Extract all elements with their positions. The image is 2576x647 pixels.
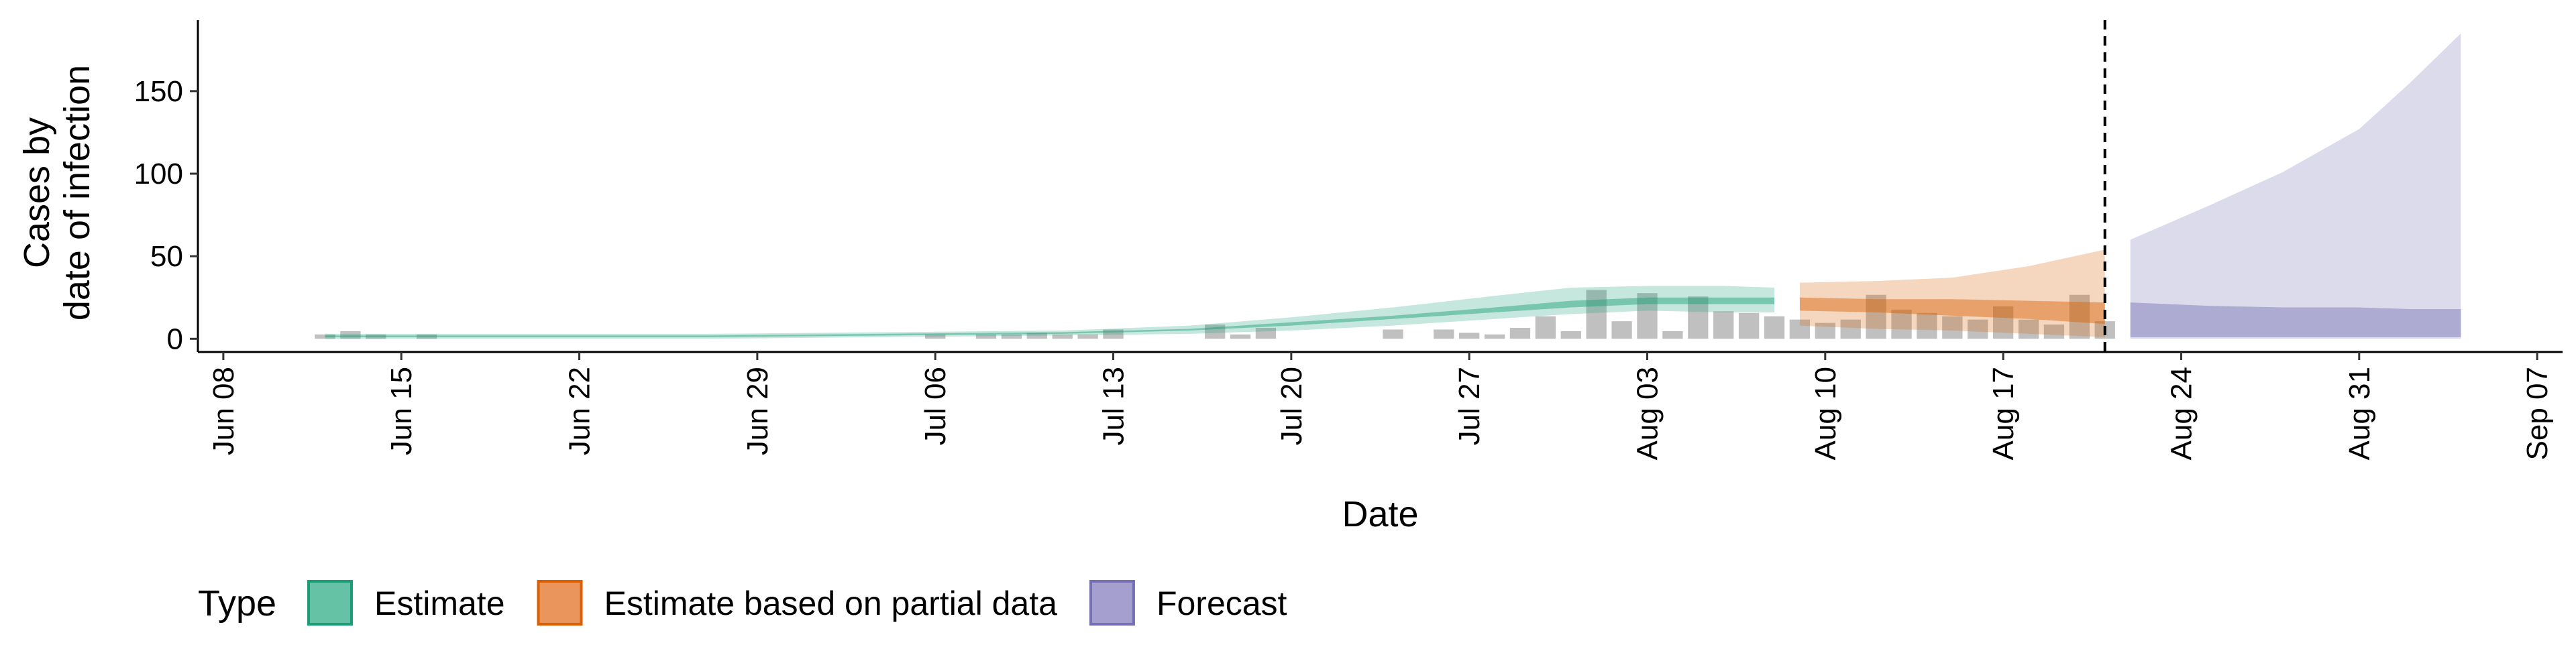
x-tick-label: Aug 24	[2165, 367, 2198, 460]
observed-case-bar	[1459, 333, 1480, 339]
observed-case-bar	[1637, 293, 1658, 339]
x-tick-label: Jul 13	[1097, 367, 1130, 445]
ribbon-inner-band	[1799, 297, 2105, 325]
estimate-ribbons	[325, 33, 2461, 339]
observed-case-bar	[1662, 331, 1683, 339]
observed-case-bar	[1942, 316, 1963, 339]
observed-case-bar	[1789, 319, 1811, 339]
observed-case-bar	[366, 334, 386, 339]
observed-case-bar	[1560, 331, 1581, 339]
observed-case-bar	[1586, 290, 1607, 339]
observed-case-bar	[2069, 294, 2090, 339]
observed-case-bar	[1255, 327, 1277, 339]
observed-case-bar	[1509, 327, 1531, 339]
ribbon-inner-band	[325, 297, 1775, 337]
observed-case-bar	[1992, 306, 2014, 339]
observed-case-bar	[1713, 311, 1734, 339]
observed-case-bar	[1738, 312, 1760, 339]
legend-swatch	[1089, 580, 1135, 626]
legend-swatch	[537, 580, 583, 626]
observed-case-bar	[1866, 294, 1886, 339]
x-tick-label: Aug 10	[1809, 367, 1842, 460]
ribbon-inner-band	[2130, 302, 2461, 337]
observed-case-bar	[1688, 296, 1709, 339]
y-axis-title: Cases bydate of infection	[17, 65, 97, 320]
y-axis-title-line: Cases by	[17, 117, 57, 268]
observed-case-bar	[1611, 321, 1632, 339]
ribbon-outer-band	[325, 286, 1775, 339]
observed-case-bar	[1001, 334, 1022, 339]
observed-case-bar	[2043, 325, 2065, 339]
observed-case-bar	[1026, 333, 1047, 339]
x-tick-label: Jun 22	[564, 367, 596, 455]
axes: 0 50 100 150 Jun 08 Jun 15 Jun 22 Jun 29 Jul 06 J…	[17, 20, 2563, 534]
observed-case-bar	[416, 334, 437, 339]
legend-title: Type	[198, 583, 276, 624]
observed-case-bar	[1815, 322, 1835, 339]
legend-item: Forecast	[1089, 580, 1287, 626]
x-tick-label: Jun 08	[207, 367, 240, 455]
observed-cases-bars	[315, 290, 2115, 339]
x-tick-label: Jul 20	[1275, 367, 1308, 445]
y-axis-title-line: date of infection	[57, 65, 97, 320]
legend-swatch	[307, 580, 353, 626]
observed-case-bar	[1230, 334, 1251, 339]
legend-label: Estimate	[374, 585, 505, 622]
ribbon-group	[325, 286, 1775, 339]
y-tick-label: 150	[134, 75, 183, 108]
ribbon-group	[2130, 33, 2461, 339]
x-tick-label: Jul 27	[1453, 367, 1486, 445]
observed-case-bar	[1077, 334, 1098, 339]
observed-case-bar	[1917, 312, 1937, 339]
ribbon-outer-band	[1799, 249, 2105, 337]
observed-case-bar	[1840, 319, 1861, 339]
observed-case-bar	[1052, 334, 1073, 339]
x-tick-label: Aug 03	[1631, 367, 1664, 460]
observed-case-bar	[1968, 319, 1988, 339]
y-tick-label: 50	[150, 240, 183, 273]
observed-case-bar	[925, 334, 946, 339]
observed-case-bar	[1383, 329, 1403, 339]
x-tick-label: Aug 31	[2343, 367, 2376, 460]
y-tick-label: 0	[167, 322, 183, 355]
observed-case-bar	[1103, 329, 1124, 339]
x-axis-title: Date	[1342, 494, 1418, 534]
legend-label: Estimate based on partial data	[604, 585, 1058, 622]
observed-case-bar	[1484, 334, 1505, 339]
observed-case-bar	[2018, 319, 2039, 339]
observed-case-bar	[1891, 309, 1912, 339]
x-tick-label: Sep 07	[2521, 367, 2554, 460]
legend: Type Estimate Estimate based on partial da…	[198, 580, 1287, 626]
observed-case-bar	[1434, 329, 1454, 339]
observed-case-bar	[1535, 316, 1556, 339]
x-tick-label: Jun 29	[741, 367, 774, 455]
observed-case-bar	[1764, 316, 1785, 339]
observed-case-bar	[315, 334, 335, 339]
y-tick-label: 100	[134, 158, 183, 190]
observed-case-bar	[1204, 325, 1226, 339]
x-tick-label: Aug 17	[1987, 367, 2020, 460]
ribbon-outer-band	[2130, 33, 2461, 339]
observed-case-bar	[340, 331, 361, 339]
x-tick-label: Jun 15	[385, 367, 418, 455]
legend-label: Forecast	[1157, 585, 1287, 622]
legend-item: Estimate based on partial data	[537, 580, 1058, 626]
legend-item: Estimate	[307, 580, 505, 626]
observed-case-bar	[975, 334, 997, 339]
x-tick-label: Jul 06	[919, 367, 952, 445]
ribbon-group	[1799, 249, 2105, 337]
